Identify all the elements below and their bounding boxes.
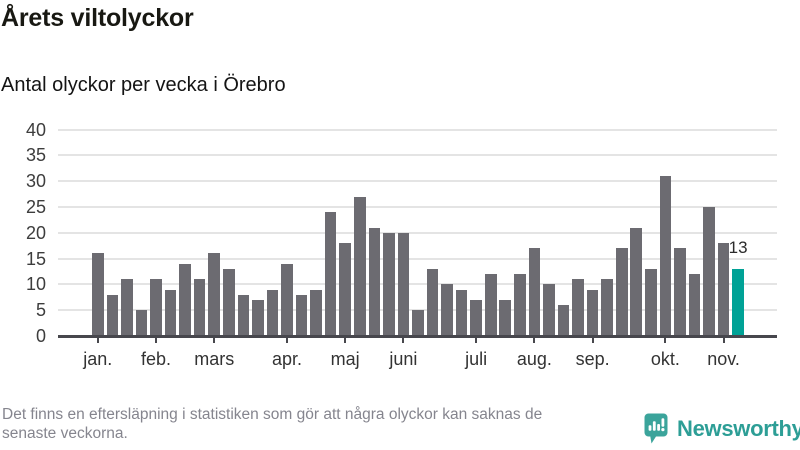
y-axis-tick-label: 15 <box>25 248 46 269</box>
bar <box>528 248 541 336</box>
bar <box>383 232 395 336</box>
bar <box>252 299 264 336</box>
bar <box>106 294 119 336</box>
bar <box>455 289 468 336</box>
footnote-text: Det finns en eftersläpning i statistiken… <box>2 406 543 442</box>
bar <box>615 248 628 336</box>
bar <box>601 279 613 336</box>
x-axis-month-label: juli <box>465 349 488 369</box>
bar <box>586 289 599 336</box>
x-axis-month-label: apr. <box>271 349 302 369</box>
bar <box>703 206 715 336</box>
gridline-y-40 <box>58 128 777 131</box>
x-axis-tick <box>533 337 536 343</box>
bar <box>135 310 148 336</box>
y-axis-tick-label: 20 <box>25 222 46 243</box>
bar <box>324 212 337 336</box>
bar <box>543 284 555 336</box>
x-axis-tick <box>344 337 347 343</box>
x-axis-tick <box>591 337 594 343</box>
bar <box>266 289 279 336</box>
gridline-y-30 <box>58 180 777 183</box>
bar <box>295 294 308 336</box>
bar <box>630 227 643 336</box>
bar <box>499 299 512 336</box>
bar <box>397 232 410 336</box>
x-axis-tick <box>664 337 667 343</box>
bar <box>281 263 293 336</box>
bar <box>659 175 672 336</box>
y-axis-tick-label: 35 <box>25 145 46 166</box>
bar <box>368 227 381 336</box>
bar <box>339 243 351 336</box>
x-axis-line <box>58 335 777 338</box>
bar <box>557 305 570 336</box>
x-axis-month-label: maj <box>330 349 360 369</box>
bar <box>179 263 191 336</box>
bar <box>237 294 250 336</box>
bar <box>441 284 453 336</box>
bar <box>208 253 221 336</box>
bar-highlighted <box>732 268 744 336</box>
chart-subtitle: Antal olyckor per vecka i Örebro <box>1 74 286 96</box>
brand-name: Newsworthy <box>677 415 800 441</box>
bar <box>645 268 657 336</box>
gridline-y-25 <box>58 205 777 208</box>
y-axis-tick-label: 0 <box>35 326 46 346</box>
bar <box>688 274 701 336</box>
bar <box>222 268 235 336</box>
x-axis-tick <box>402 337 405 343</box>
bar <box>674 248 686 336</box>
bar <box>193 279 206 336</box>
bar-chart-speech-bubble-icon <box>644 413 668 444</box>
gridline-y-10 <box>58 283 777 286</box>
x-axis-month-label: aug. <box>516 349 552 369</box>
bar <box>121 279 133 336</box>
last-bar-value-label: 13 <box>728 238 748 257</box>
x-axis-month-label: nov. <box>707 349 740 369</box>
x-axis-tick <box>722 337 725 343</box>
bar <box>514 274 526 336</box>
x-axis-tick <box>155 337 157 343</box>
x-axis-tick <box>213 337 216 343</box>
x-axis-month-label: feb. <box>140 349 172 369</box>
gridline-y-20 <box>58 231 777 234</box>
page-title: Årets viltolyckor <box>1 4 194 32</box>
bar <box>412 310 424 336</box>
bar <box>310 289 322 336</box>
gridline-y-35 <box>58 154 777 157</box>
y-axis-tick-label: 25 <box>25 196 46 217</box>
y-axis-tick-label: 30 <box>25 171 46 192</box>
y-axis-tick-label: 40 <box>25 119 46 140</box>
x-axis-month-label: mars <box>194 349 235 369</box>
bar <box>164 289 177 336</box>
bar <box>484 274 497 336</box>
x-axis-month-label: juni <box>389 349 418 369</box>
bar <box>717 243 730 336</box>
x-axis-month-label: okt. <box>650 349 680 369</box>
bar <box>92 253 104 336</box>
bar <box>572 279 584 336</box>
gridline-y-15 <box>58 257 777 260</box>
bar <box>426 268 439 336</box>
x-axis-tick <box>285 337 288 343</box>
bar <box>470 299 482 336</box>
newsworthy-logo: Newsworthy <box>644 413 800 444</box>
x-axis-month-label: sep. <box>575 349 610 369</box>
bar <box>353 196 366 336</box>
bar <box>150 279 162 336</box>
y-axis-tick-label: 10 <box>25 274 46 295</box>
y-axis-tick-label: 5 <box>35 300 46 321</box>
x-axis-month-label: jan. <box>83 349 113 369</box>
x-axis-tick <box>96 337 99 343</box>
x-axis-tick <box>475 337 478 343</box>
